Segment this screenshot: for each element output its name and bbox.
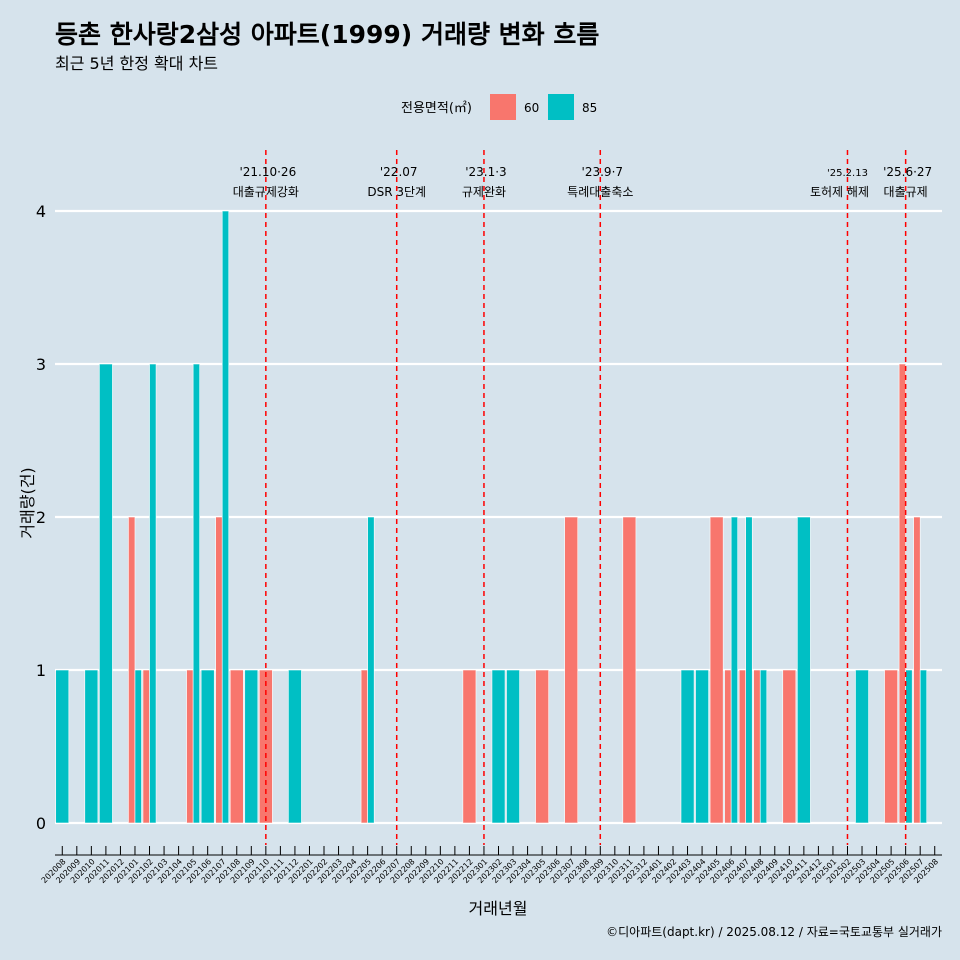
y-tick-label: 1 <box>36 661 46 680</box>
bar-60-202311 <box>622 516 637 824</box>
bar-60-202405 <box>709 516 724 824</box>
event-date: '22.07 <box>380 165 418 179</box>
bar-85-202411 <box>797 516 811 824</box>
bar-85-202008 <box>55 669 70 824</box>
y-axis-ticks: 0 1 2 3 4 <box>36 202 46 833</box>
legend: 전용면적(㎡) 60 85 <box>401 94 597 120</box>
event-label: 토허제 해제 <box>810 185 869 199</box>
y-axis-title: 거래량(건) <box>18 467 37 538</box>
bar-85-202106 <box>200 669 215 824</box>
legend-label-60: 60 <box>524 101 539 115</box>
bar-85-202105 <box>192 363 200 824</box>
event-date: '21.10·26 <box>239 165 296 179</box>
bar-85-202112 <box>288 669 302 824</box>
event-label: 대출규제 <box>884 185 928 199</box>
event-date: '23.9·7 <box>582 165 623 179</box>
event-label: DSR 3단계 <box>367 185 426 199</box>
bar-60-202105 <box>186 669 194 824</box>
bar-60-202307 <box>564 516 579 824</box>
bar-60-202406 <box>724 669 732 824</box>
event-label: 규제완화 <box>462 185 506 199</box>
bar-60-202107 <box>215 516 223 824</box>
legend-label-85: 85 <box>582 101 597 115</box>
y-tick-label: 3 <box>36 355 46 374</box>
y-tick-label: 0 <box>36 814 46 833</box>
bar-60-202305 <box>535 669 549 824</box>
legend-title: 전용면적(㎡) <box>401 101 472 116</box>
bar-85-202507 <box>919 669 928 824</box>
bar-85-202403 <box>680 669 695 824</box>
event-label: 대출규제강화 <box>233 185 299 199</box>
bar-85-202503 <box>855 669 869 824</box>
x-axis-title: 거래년월 <box>469 899 528 918</box>
bar-85-202011 <box>99 363 113 824</box>
bar-60-202205 <box>360 669 368 824</box>
bars <box>55 210 928 824</box>
caption: ©디아파트(dapt.kr) / 2025.08.12 / 자료=국토교통부 실… <box>606 925 942 939</box>
bar-60-202212 <box>462 669 477 824</box>
bar-85-202506 <box>905 669 913 824</box>
bar-60-202506 <box>898 363 906 824</box>
event-date: '23.1·3 <box>465 165 506 179</box>
bar-60-202407 <box>738 669 746 824</box>
event-markers: '21.10·26 대출규제강화 '22.07 DSR 3단계 '23.1·3 규제완화 '… <box>233 150 932 845</box>
bar-85-202303 <box>506 669 520 824</box>
bar-85-202102 <box>149 363 157 824</box>
bar-60-202102 <box>142 669 150 824</box>
bar-60-202408 <box>753 669 761 824</box>
bar-60-202101 <box>128 516 136 824</box>
bar-60-202505 <box>884 669 898 824</box>
bar-60-202507 <box>913 516 921 824</box>
bar-60-202108 <box>229 669 244 824</box>
bar-85-202107 <box>221 210 230 824</box>
bar-85-202404 <box>695 669 709 824</box>
bar-85-202406 <box>730 516 738 824</box>
bar-85-202302 <box>491 669 506 824</box>
bar-85-202205 <box>367 516 375 824</box>
chart-title: 등촌 한사랑2삼성 아파트(1999) 거래량 변화 흐름 <box>55 20 599 49</box>
event-date: '25.2.13 <box>827 168 868 179</box>
event-date: '25.6·27 <box>883 165 932 179</box>
bar-85-202407 <box>745 516 753 824</box>
bar-85-202109 <box>244 669 259 824</box>
chart-subtitle: 최근 5년 한정 확대 차트 <box>55 54 218 73</box>
event-label: 특례대출축소 <box>567 185 633 199</box>
legend-key-60 <box>490 94 516 120</box>
y-tick-label: 2 <box>36 508 46 527</box>
bar-85-202101 <box>134 669 142 824</box>
y-tick-label: 4 <box>36 202 46 221</box>
legend-key-85 <box>548 94 574 120</box>
bar-85-202408 <box>759 669 768 824</box>
bar-60-202410 <box>782 669 797 824</box>
bar-85-202010 <box>84 669 99 824</box>
x-axis: 2020082020092020102020112020122021012021… <box>40 846 942 885</box>
